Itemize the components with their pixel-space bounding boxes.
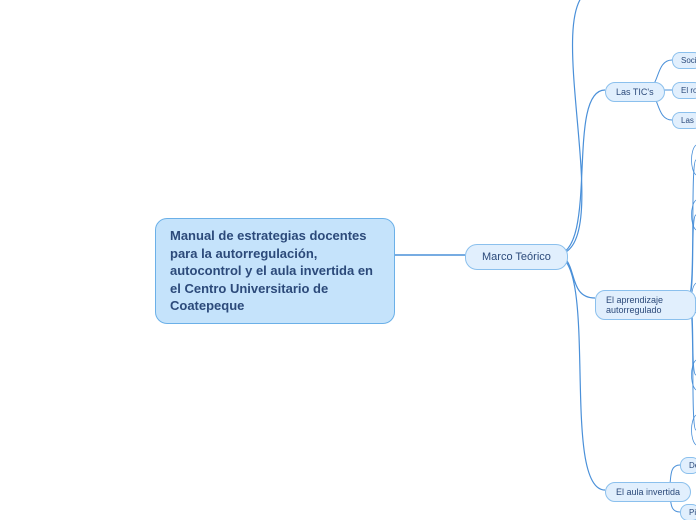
level2-label: Las TIC's [616,87,654,97]
level3-label: Definición y [689,461,696,470]
node-pilares[interactable]: Pilares del a [680,504,696,520]
node-def[interactable]: Definición y [680,457,696,474]
level3-label: El rol de las TIC's e [681,86,696,95]
level3-label: Pilares del a [689,508,696,517]
node-marco-teorico[interactable]: Marco Teórico [465,244,568,270]
node-aprendizaje[interactable]: El aprendizaje autorregulado [595,290,696,320]
root-label: Manual de estrategias docentes para la a… [170,228,373,313]
root-node[interactable]: Manual de estrategias docentes para la a… [155,218,395,324]
node-rol[interactable]: El rol de las TIC's e [672,82,696,99]
level3-label: Las TIC's como inst [681,116,696,125]
node-aula-invertida[interactable]: El aula invertida [605,482,691,502]
node-las-tics[interactable]: Las TIC's [605,82,665,102]
level3-label: Sociedad y educac [681,56,696,65]
level1-label: Marco Teórico [482,251,551,263]
level2-label: El aprendizaje autorregulado [606,295,663,315]
level2-label: El aula invertida [616,487,680,497]
node-sociedad[interactable]: Sociedad y educac [672,52,696,69]
node-instr[interactable]: Las TIC's como inst [672,112,696,129]
